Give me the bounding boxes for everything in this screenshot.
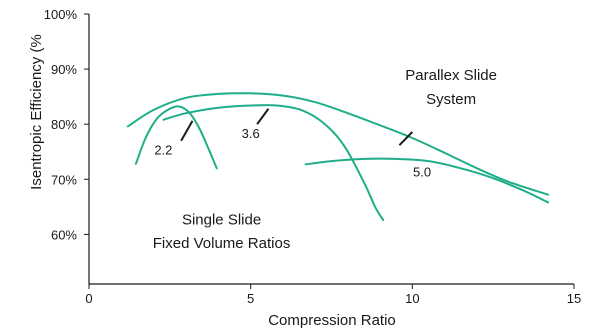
x-tick-label: 15	[567, 291, 581, 306]
x-tick-label: 0	[85, 291, 92, 306]
y-tick-label: 60%	[51, 227, 77, 242]
y-tick-label: 80%	[51, 117, 77, 132]
y-axis-title: Isentropic Efficiency (%	[28, 34, 45, 190]
series-line-5-0	[304, 157, 550, 204]
series-line-3-6	[162, 103, 385, 222]
label-3-6-leader	[256, 108, 270, 125]
label-2-2-leader	[180, 120, 194, 142]
series-lines	[126, 92, 550, 222]
label-parallex-1: Parallex Slide	[405, 67, 497, 84]
label-single-2: Fixed Volume Ratios	[153, 235, 291, 252]
label-2-2: 2.2	[154, 143, 172, 158]
x-axis-title: Compression Ratio	[268, 312, 396, 329]
label-single-1: Single Slide	[182, 211, 261, 228]
tick-labels: 0 5 10 15 60% 70% 80% 90% 100%	[44, 7, 581, 306]
label-parallex-2: System	[426, 91, 476, 108]
series-line-2-2	[134, 105, 218, 170]
x-tick-label: 5	[247, 291, 254, 306]
y-tick-label: 70%	[51, 172, 77, 187]
y-tick-label: 100%	[44, 7, 78, 22]
axes	[84, 13, 575, 289]
y-tick-label: 90%	[51, 62, 77, 77]
label-3-6: 3.6	[242, 126, 260, 141]
label-parallex-leader	[398, 131, 414, 146]
label-5-0: 5.0	[413, 165, 431, 180]
series-line-parallex-slide-system	[126, 92, 550, 196]
annotations: 2.2 3.6 5.0 Parallex Slide System Single Slid…	[153, 67, 497, 252]
x-tick-label: 10	[405, 291, 419, 306]
